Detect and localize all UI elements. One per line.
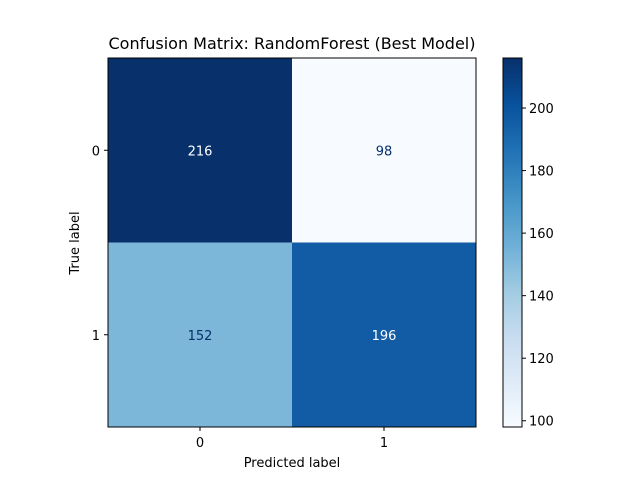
heatmap-cell — [292, 58, 476, 243]
x-tick-label: 1 — [380, 436, 388, 451]
cell-value-label: 216 — [188, 144, 213, 159]
colorbar-tick-label: 140 — [529, 290, 554, 305]
y-tick-label: 1 — [92, 329, 100, 344]
colorbar-tick-label: 200 — [529, 102, 554, 117]
cell-value-label: 98 — [376, 144, 393, 159]
colorbar — [502, 57, 523, 428]
colorbar-tick-label: 100 — [529, 415, 554, 430]
plot-frame — [107, 57, 477, 428]
heatmap-cells: 216 98 152 196 — [108, 58, 476, 427]
heatmap-cell — [292, 242, 476, 427]
heatmap-cell — [108, 58, 292, 243]
chart-title: Confusion Matrix: RandomForest (Best Mod… — [109, 34, 476, 53]
cell-value-label: 152 — [188, 329, 213, 344]
x-axis-label: Predicted label — [244, 456, 341, 471]
cell-value-label: 196 — [372, 329, 397, 344]
colorbar-tick-label: 120 — [529, 352, 554, 367]
colorbar-ticks: 100 120 140 160 180 200 — [522, 102, 554, 430]
y-tick-label: 0 — [92, 144, 100, 159]
heatmap-cell — [108, 242, 292, 427]
y-axis-ticks: 01 — [92, 144, 108, 344]
x-tick-label: 0 — [196, 436, 204, 451]
y-axis-label: True label — [68, 211, 83, 275]
colorbar-tick-label: 180 — [529, 165, 554, 180]
colorbar-tick-label: 160 — [529, 227, 554, 242]
